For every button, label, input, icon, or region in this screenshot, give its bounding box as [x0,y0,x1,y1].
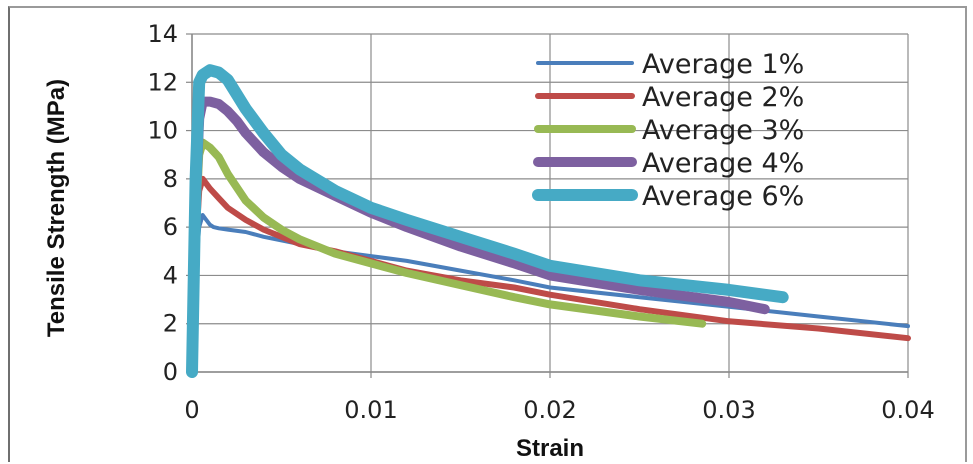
chart-frame [8,6,967,462]
legend-label: Average 3% [642,115,804,146]
y-tick-label: 0 [163,358,178,386]
legend-label: Average 1% [642,49,804,80]
y-tick-label: 4 [163,261,178,289]
x-tick-label: 0.02 [523,396,576,424]
legend-label: Average 6% [642,181,804,212]
x-tick-label: 0.01 [344,396,397,424]
y-tick-label: 8 [163,165,178,193]
y-tick-label: 6 [163,213,178,241]
y-tick-label: 12 [147,68,178,96]
series-line-4 [187,96,770,377]
series-lines [186,64,911,378]
x-tick-label: 0.04 [881,396,934,424]
series-line-3 [188,138,707,376]
legend-label: Average 2% [642,82,804,113]
y-tick-label: 2 [163,310,178,338]
series-line-5 [186,64,789,378]
x-axis-title: Strain [516,435,584,462]
y-axis-title: Tensile Strength (MPa) [43,79,70,337]
x-tick-label: 0 [184,396,199,424]
y-tick-label: 10 [147,117,178,145]
series-line-2 [189,175,911,375]
x-tick-label: 0.03 [702,396,755,424]
legend-label: Average 4% [642,148,804,179]
legend: Average 1%Average 2%Average 3%Average 4%… [532,49,804,212]
y-tick-label: 14 [147,20,178,48]
series-line-1 [190,213,910,374]
axes: 0 2 4 6 8 10 12 14 0 0.01 0.02 0.03 0.04 [147,20,934,424]
